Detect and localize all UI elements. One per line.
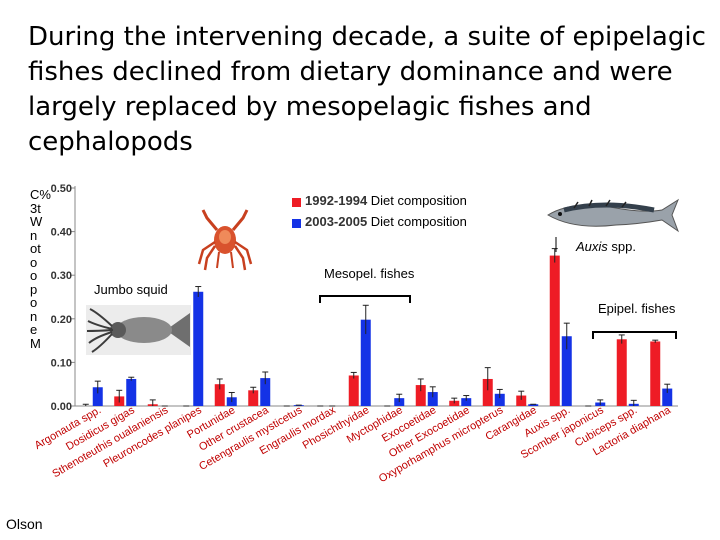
legend-2003-suffix: Diet composition	[367, 214, 467, 229]
jumbo-squid-label: Jumbo squid	[94, 282, 168, 297]
bar-2003-2005-8	[360, 319, 371, 406]
bar-1992-1994-10	[415, 385, 426, 406]
y-tick-label: 0.40	[51, 227, 72, 239]
bar-1992-1994-8	[348, 375, 359, 406]
y-tick-label: 0.00	[51, 401, 72, 413]
mesopel-fishes-label: Mesopel. fishes	[324, 266, 415, 281]
bar-2003-2005-5	[260, 378, 271, 406]
mesopel-bracket	[319, 295, 411, 303]
bar-1992-1994-14	[549, 255, 560, 406]
legend-1992-suffix: Diet composition	[367, 193, 467, 208]
legend-item-2003: 2003-2005 Diet composition	[305, 214, 467, 229]
epipel-bracket	[592, 331, 677, 339]
bar-2003-2005-11	[461, 398, 472, 406]
auxis-fish-illustration	[547, 198, 680, 233]
legend-1992-name: 1992-1994	[305, 193, 368, 208]
bar-2003-2005-13	[528, 404, 539, 406]
crab-illustration	[197, 209, 253, 271]
squid-illustration	[86, 305, 191, 355]
bar-2003-2005-12	[494, 393, 505, 406]
legend-2003-name: 2003-2005	[305, 214, 368, 229]
slide-title: During the intervening decade, a suite o…	[28, 22, 706, 157]
legend-swatch-2003	[292, 219, 301, 228]
y-tick-label: 0.20	[51, 314, 72, 326]
epipel-fishes-label: Epipel. fishes	[598, 301, 676, 316]
bar-2003-2005-0	[92, 387, 103, 406]
auxis-label-genus: Auxis	[576, 239, 608, 254]
bar-1992-1994-5	[248, 390, 259, 406]
auxis-label: Auxis spp.	[576, 239, 636, 254]
y-tick-label: 0.30	[51, 270, 72, 282]
bar-1992-1994-16	[616, 339, 627, 406]
bar-2003-2005-1	[126, 378, 137, 406]
author-label: Olson	[6, 516, 43, 532]
y-axis-label-fragment: C%3tWnotoopone M	[30, 187, 51, 351]
y-tick-label: 0.10	[51, 357, 72, 369]
bar-1992-1994-17	[650, 341, 661, 406]
bar-2003-2005-17	[662, 388, 673, 406]
bar-1992-1994-4	[214, 384, 225, 406]
legend-swatch-1992	[292, 198, 301, 207]
bar-2003-2005-14	[561, 336, 572, 406]
bar-2003-2005-10	[427, 392, 438, 406]
auxis-label-suffix: spp.	[607, 239, 636, 254]
bar-2003-2005-3	[193, 291, 204, 406]
y-tick-label: 0.50	[51, 183, 72, 195]
legend-item-1992: 1992-1994 Diet composition	[305, 193, 467, 208]
bar-1992-1994-12	[482, 378, 493, 406]
bar-1992-1994-13	[516, 395, 527, 406]
